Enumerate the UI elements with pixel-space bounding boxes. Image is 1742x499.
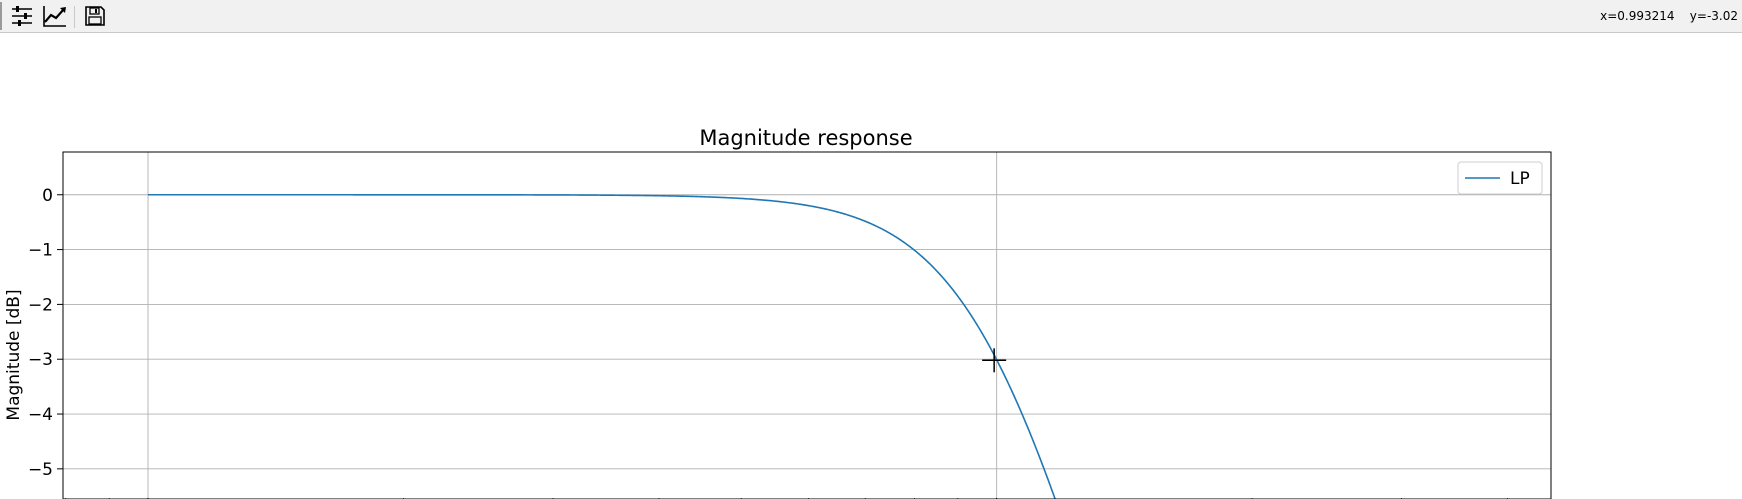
chart-line-icon <box>43 6 66 27</box>
y-tick-label: −1 <box>28 241 53 261</box>
series-line-lp <box>148 193 1056 499</box>
floppy-disk-icon <box>85 6 105 26</box>
edit-axis-button[interactable] <box>41 2 69 30</box>
y-tick-label: −3 <box>28 350 53 370</box>
y-axis-label: Magnitude [dB] <box>4 289 24 420</box>
y-tick-label: 0 <box>42 186 53 206</box>
toolbar-separator <box>74 6 75 28</box>
plot-area: 0 −1 −2 −3 −4 −5 LP <box>28 151 1552 499</box>
sliders-icon <box>12 6 32 26</box>
y-tick-label: −2 <box>28 295 53 315</box>
legend-label: LP <box>1510 169 1530 189</box>
y-tick-label: −4 <box>28 405 53 425</box>
cursor-coordinates: x=0.993214 y=-3.02 <box>1600 9 1738 23</box>
save-figure-button[interactable] <box>81 2 109 30</box>
figure-canvas[interactable]: Magnitude response Magnitude [dB] 0 −1 −2 −… <box>0 34 1742 499</box>
configure-subplots-button[interactable] <box>8 2 36 30</box>
figure-background <box>0 34 1742 499</box>
axes-frame <box>62 151 1552 499</box>
toolbar-edge <box>0 2 2 30</box>
y-tick-label: −5 <box>28 460 53 480</box>
chart-title: Magnitude response <box>699 126 912 150</box>
toolbar: x=0.993214 y=-3.02 <box>0 0 1742 33</box>
